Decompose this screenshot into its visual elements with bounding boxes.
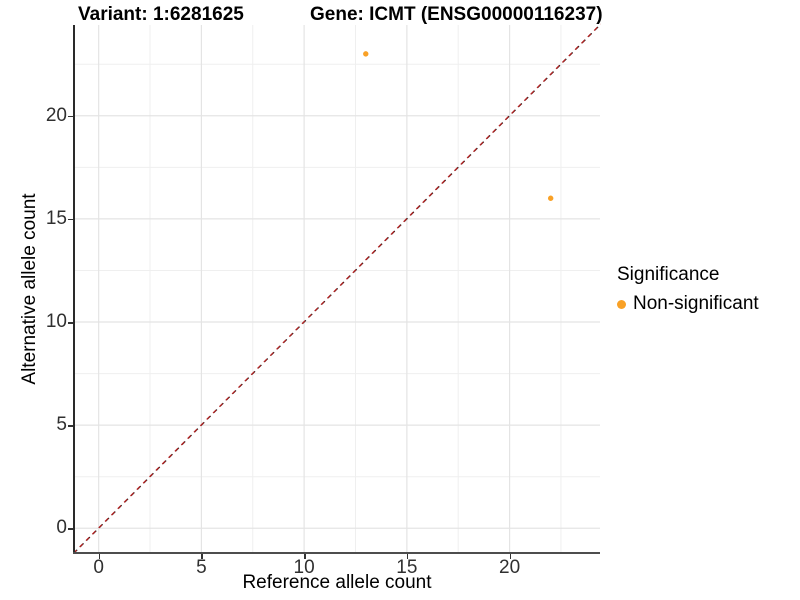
identity-line-red-dashed [74, 23, 602, 553]
x-tick-label: 20 [499, 557, 521, 578]
y-tick-mark [68, 528, 73, 530]
y-tick-mark [68, 322, 73, 324]
plot-panel [73, 23, 602, 554]
data-point [547, 195, 554, 201]
x-axis-title: Reference allele count [242, 572, 432, 593]
y-tick-label: 15 [45, 207, 67, 229]
x-tick-mark [406, 554, 409, 559]
plot-title-variant: Variant: 1:6281625 [78, 4, 244, 25]
x-tick-mark [509, 554, 512, 559]
y-tick-mark [68, 425, 73, 427]
y-tick-label: 5 [56, 414, 67, 436]
legend-item-non-significant: Non-significant [617, 293, 759, 315]
y-tick-label: 0 [56, 517, 67, 539]
legend: Significance Non-significant [617, 264, 759, 315]
legend-title: Significance [617, 264, 720, 285]
y-tick-mark [68, 115, 73, 118]
x-tick-label: 10 [293, 557, 315, 578]
x-tick-label: 0 [93, 557, 104, 578]
x-tick-mark [304, 554, 306, 559]
x-axis-line [73, 552, 600, 554]
data-point [363, 51, 369, 57]
y-tick-label: 10 [45, 311, 67, 332]
scatter-plot-canvas [73, 23, 602, 554]
circle-icon [617, 299, 626, 309]
legend-item-label: Non-significant [633, 293, 759, 314]
plot-title-gene: Gene: ICMT (ENSG00000116237) [310, 4, 603, 25]
y-axis-line [73, 25, 75, 554]
y-tick-label: 20 [45, 104, 67, 126]
x-tick-mark [201, 554, 203, 559]
y-axis-title: Alternative allele count [19, 193, 40, 385]
x-tick-mark [98, 554, 101, 559]
y-tick-mark [68, 218, 73, 221]
x-tick-label: 5 [196, 557, 207, 578]
x-tick-label: 15 [396, 557, 418, 578]
